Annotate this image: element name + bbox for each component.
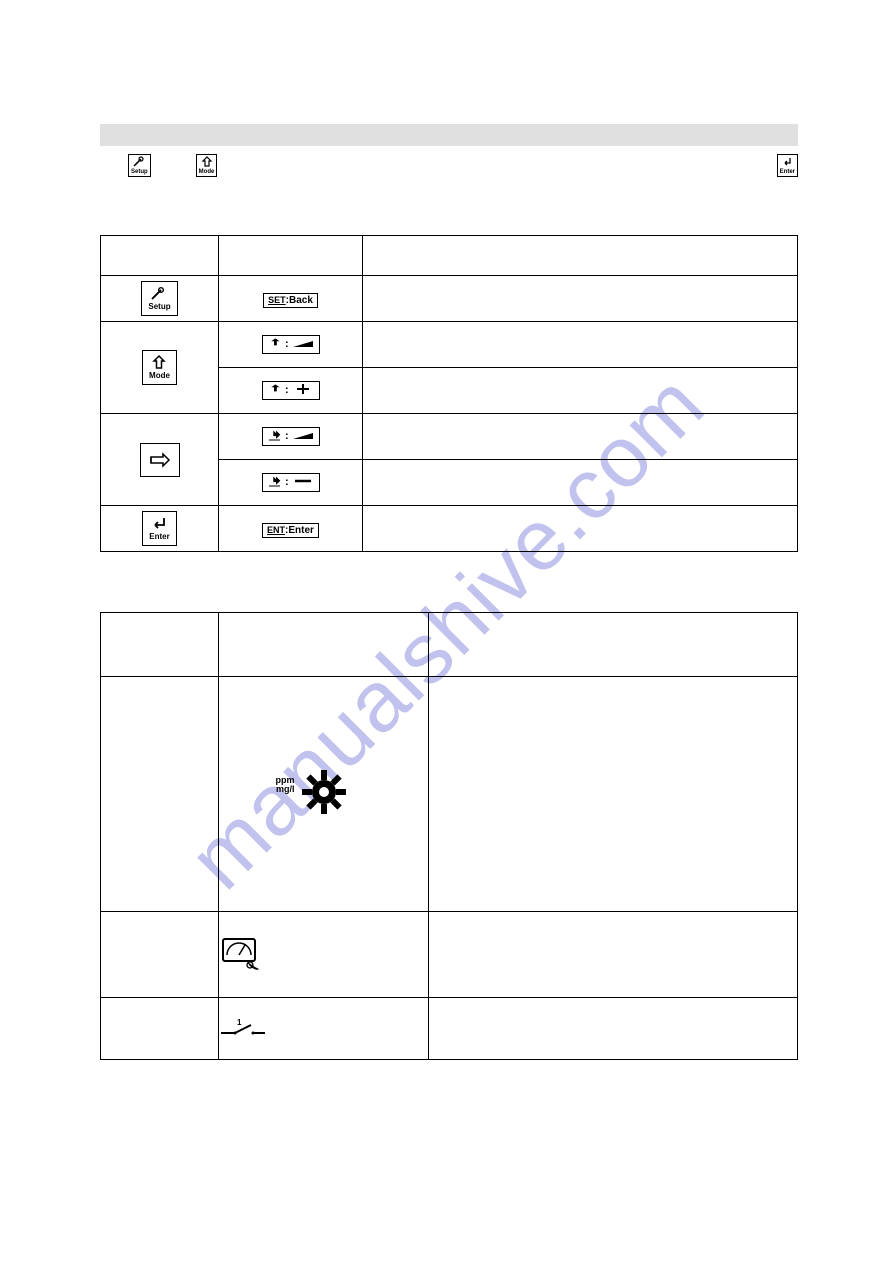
right-minus-indicator: : xyxy=(262,473,320,492)
icon-label: Mode xyxy=(199,169,215,175)
up-plus-indicator: : xyxy=(262,381,320,400)
icon-label: Mode xyxy=(149,372,170,380)
table-cell: Enter xyxy=(101,506,219,552)
icon-label: Enter xyxy=(149,533,169,541)
indicator-prefix: SET xyxy=(268,295,286,305)
enter-icon: Enter xyxy=(142,511,176,546)
icon-label: Setup xyxy=(148,303,170,311)
setup-icon: Setup xyxy=(128,154,151,177)
up-scroll-indicator: : xyxy=(262,335,320,354)
table-cell xyxy=(363,414,798,460)
table-cell xyxy=(101,414,219,506)
icon-label: Setup xyxy=(131,169,148,175)
back-indicator: SET:Back xyxy=(263,293,318,308)
table-cell xyxy=(363,276,798,322)
icon-label: Enter xyxy=(780,169,795,175)
mode-icon: Mode xyxy=(142,350,177,385)
svg-text::: : xyxy=(285,430,289,441)
table-cell xyxy=(101,613,219,677)
mode-icon: Mode xyxy=(196,154,218,177)
table-cell xyxy=(219,912,429,998)
indicator-prefix: ENT xyxy=(267,525,285,535)
table-cell: 1 xyxy=(219,998,429,1060)
display-meter-icon xyxy=(219,937,263,973)
settings-gear-icon: ppm mg/l xyxy=(298,766,350,818)
enter-icon: Enter xyxy=(777,154,798,177)
table-cell xyxy=(219,236,363,276)
svg-text::: : xyxy=(285,384,289,395)
table-cell xyxy=(363,322,798,368)
svg-text:1: 1 xyxy=(237,1019,242,1027)
table-cell xyxy=(363,236,798,276)
setup-icon: Setup xyxy=(141,281,177,316)
menu-reference-table: ppm mg/l xyxy=(100,612,798,1060)
right-scroll-indicator: : xyxy=(262,427,320,446)
svg-text::: : xyxy=(285,476,289,487)
table-cell xyxy=(363,368,798,414)
section-header-bar xyxy=(100,124,798,146)
table-cell xyxy=(101,998,219,1060)
indicator-text: Back xyxy=(289,295,313,306)
table-cell: Setup xyxy=(101,276,219,322)
document-page: Setup Mode Enter xyxy=(0,0,893,1120)
table-cell xyxy=(429,998,798,1060)
table-cell: SET:Back xyxy=(219,276,363,322)
table-cell: : xyxy=(219,414,363,460)
relay-switch-icon: 1 xyxy=(219,1019,267,1039)
table-cell xyxy=(101,677,219,912)
table-cell xyxy=(219,613,429,677)
right-arrow-icon xyxy=(140,443,180,477)
table-cell xyxy=(101,236,219,276)
table-cell xyxy=(429,613,798,677)
table-cell: Mode xyxy=(101,322,219,414)
table-cell xyxy=(429,912,798,998)
intro-icon-row: Setup Mode Enter xyxy=(100,154,798,177)
table-cell xyxy=(363,506,798,552)
buttons-reference-table: Setup SET:Back Mode xyxy=(100,235,798,552)
table-cell xyxy=(429,677,798,912)
svg-text::: : xyxy=(285,338,289,349)
table-cell xyxy=(101,912,219,998)
table-cell: ENT:Enter xyxy=(219,506,363,552)
table-cell: ppm mg/l xyxy=(219,677,429,912)
indicator-text: Enter xyxy=(288,525,314,536)
unit-label: mg/l xyxy=(276,785,295,795)
table-cell: : xyxy=(219,368,363,414)
enter-indicator: ENT:Enter xyxy=(262,523,319,538)
table-cell: : xyxy=(219,460,363,506)
table-cell xyxy=(363,460,798,506)
table-cell: : xyxy=(219,322,363,368)
